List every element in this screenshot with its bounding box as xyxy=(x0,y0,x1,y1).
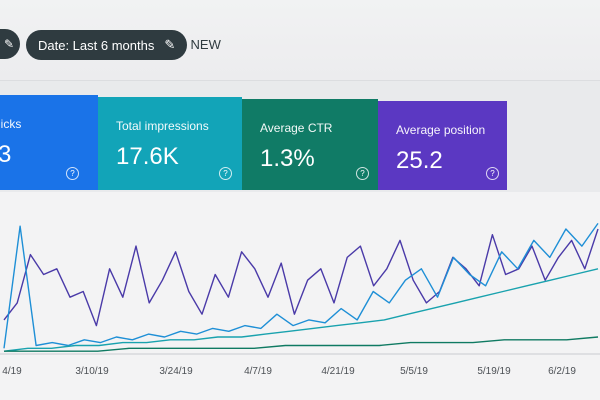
metric-card-clicks[interactable]: licks 3 ? xyxy=(0,95,98,190)
metric-value: 17.6K xyxy=(116,143,179,170)
x-tick-label: 5/19/19 xyxy=(477,366,511,377)
help-circle-icon[interactable]: ? xyxy=(356,167,369,180)
series-line-1 xyxy=(3,222,599,349)
metric-label: Average CTR xyxy=(260,121,333,135)
x-tick-label: 5/5/19 xyxy=(400,366,428,377)
x-tick-label: 4/21/19 xyxy=(321,366,355,377)
x-tick-label: 3/24/19 xyxy=(159,366,193,377)
new-button[interactable]: + NEW xyxy=(172,34,221,55)
help-circle-icon[interactable]: ? xyxy=(219,167,232,180)
x-tick-label: 4/19 xyxy=(2,366,22,377)
help-circle-icon[interactable]: ? xyxy=(66,167,79,180)
help-circle-icon[interactable]: ? xyxy=(486,167,499,180)
metric-value: 25.2 xyxy=(396,147,443,174)
x-tick-label: 6/2/19 xyxy=(548,366,576,377)
series-line-0 xyxy=(3,228,599,327)
metric-card-impressions[interactable]: Total impressions 17.6K ? xyxy=(98,97,242,190)
edit-chip[interactable]: ✎ xyxy=(0,29,20,59)
performance-chart: 4/19 3/10/19 3/24/19 4/7/19 4/21/19 5/5/19 5/1… xyxy=(0,192,600,400)
metric-card-position[interactable]: Average position 25.2 ? xyxy=(378,101,507,190)
series-line-2 xyxy=(3,268,599,352)
toolbar: ✎ Date: Last 6 months ✎ + NEW xyxy=(0,0,600,81)
date-filter-chip[interactable]: Date: Last 6 months ✎ xyxy=(26,30,188,60)
metric-label: Average position xyxy=(396,123,486,137)
pencil-icon: ✎ xyxy=(164,37,176,52)
series-line-3 xyxy=(4,336,599,352)
metric-card-ctr[interactable]: Average CTR 1.3% ? xyxy=(242,99,378,190)
metric-label: Total impressions xyxy=(116,119,209,133)
metric-value: 3 xyxy=(0,141,12,168)
x-tick-label: 4/7/19 xyxy=(244,366,272,377)
metric-value: 1.3% xyxy=(260,145,315,172)
metric-label: licks xyxy=(0,117,22,131)
date-filter-label: Date: Last 6 months xyxy=(38,37,155,53)
pencil-icon: ✎ xyxy=(4,37,15,51)
new-label: NEW xyxy=(190,37,221,52)
x-tick-label: 3/10/19 xyxy=(75,366,109,377)
plus-icon: + xyxy=(172,34,183,55)
chart-svg: 4/19 3/10/19 3/24/19 4/7/19 4/21/19 5/5/19 5/1… xyxy=(0,222,600,377)
